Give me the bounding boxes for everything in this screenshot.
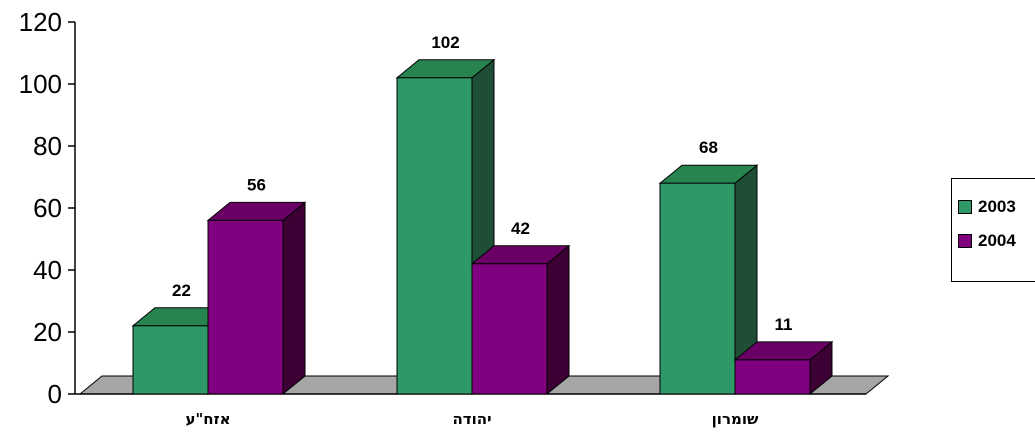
bar-2004-0 bbox=[206, 201, 307, 396]
bar-front-face bbox=[207, 219, 284, 395]
bar-front-face bbox=[132, 325, 209, 395]
bar-front-face bbox=[396, 77, 473, 395]
legend-label-2003: 2003 bbox=[978, 197, 1016, 216]
category-label-0: אזח"ע bbox=[185, 410, 230, 428]
data-label-2004-0: 56 bbox=[247, 175, 266, 194]
y-tick-label: 60 bbox=[33, 193, 62, 223]
data-label-2003-2: 68 bbox=[699, 138, 718, 157]
y-tick-label: 40 bbox=[33, 255, 62, 285]
legend-item-2003: 2003 bbox=[958, 195, 1016, 219]
bar-2003-2 bbox=[658, 164, 759, 396]
bar-side-face bbox=[282, 201, 306, 396]
data-label-2003-0: 22 bbox=[172, 281, 191, 300]
category-label-2: שומרון bbox=[712, 410, 759, 428]
y-axis: 0 20 40 60 80 100 120 bbox=[19, 7, 76, 409]
legend-item-2004: 2004 bbox=[958, 229, 1016, 253]
y-tick-label: 120 bbox=[19, 7, 62, 37]
y-tick-label: 0 bbox=[48, 379, 62, 409]
category-labels: אזח"ע יהודה שומרון bbox=[185, 410, 758, 428]
y-tick-label: 100 bbox=[19, 69, 62, 99]
data-label-2004-2: 11 bbox=[775, 315, 793, 334]
legend-swatch-2004 bbox=[958, 234, 972, 248]
bar-front-face bbox=[471, 263, 548, 395]
bar-front-face bbox=[734, 359, 811, 395]
data-labels: 22 56 102 42 68 11 bbox=[172, 33, 792, 334]
y-tick-label: 80 bbox=[33, 131, 62, 161]
legend-label-2004: 2004 bbox=[978, 231, 1016, 250]
data-label-2003-1: 102 bbox=[431, 33, 459, 52]
legend: 2003 2004 bbox=[951, 178, 1035, 282]
bar-2004-2 bbox=[733, 340, 834, 396]
bar-side-face bbox=[546, 244, 570, 396]
y-tick-label: 20 bbox=[33, 317, 62, 347]
legend-swatch-2003 bbox=[958, 200, 972, 214]
bar-2004-1 bbox=[470, 244, 571, 396]
bar-2003-1 bbox=[395, 58, 496, 396]
bars bbox=[131, 58, 834, 396]
category-label-1: יהודה bbox=[453, 410, 492, 428]
data-label-2004-1: 42 bbox=[511, 219, 530, 238]
bar-front-face bbox=[659, 182, 736, 395]
